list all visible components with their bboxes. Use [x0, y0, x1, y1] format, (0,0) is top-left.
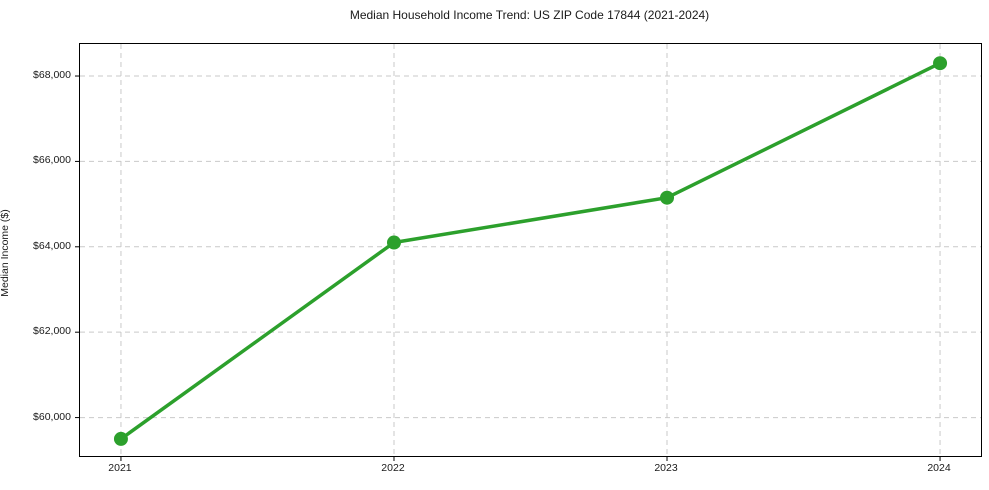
y-tick-label: $68,000	[33, 69, 71, 82]
data-point	[386, 235, 401, 250]
data-point	[113, 431, 128, 446]
y-tick-label: $66,000	[33, 154, 71, 167]
data-line	[119, 61, 942, 441]
data-point	[933, 56, 948, 71]
y-tick-label: $60,000	[33, 410, 71, 423]
y-tick-label: $64,000	[33, 239, 71, 252]
x-tick-label: 2022	[381, 462, 405, 474]
line-chart-canvas	[75, 44, 981, 461]
data-point	[660, 190, 675, 205]
x-tick-label: 2023	[654, 462, 678, 474]
plot-area	[75, 43, 982, 461]
y-tick-label: $62,000	[33, 325, 71, 338]
chart-title: Median Household Income Trend: US ZIP Co…	[349, 8, 710, 22]
x-tick-label: 2024	[927, 462, 951, 474]
x-tick-label: 2021	[108, 462, 132, 474]
y-axis-title-text: Median Income ($)	[0, 209, 11, 297]
